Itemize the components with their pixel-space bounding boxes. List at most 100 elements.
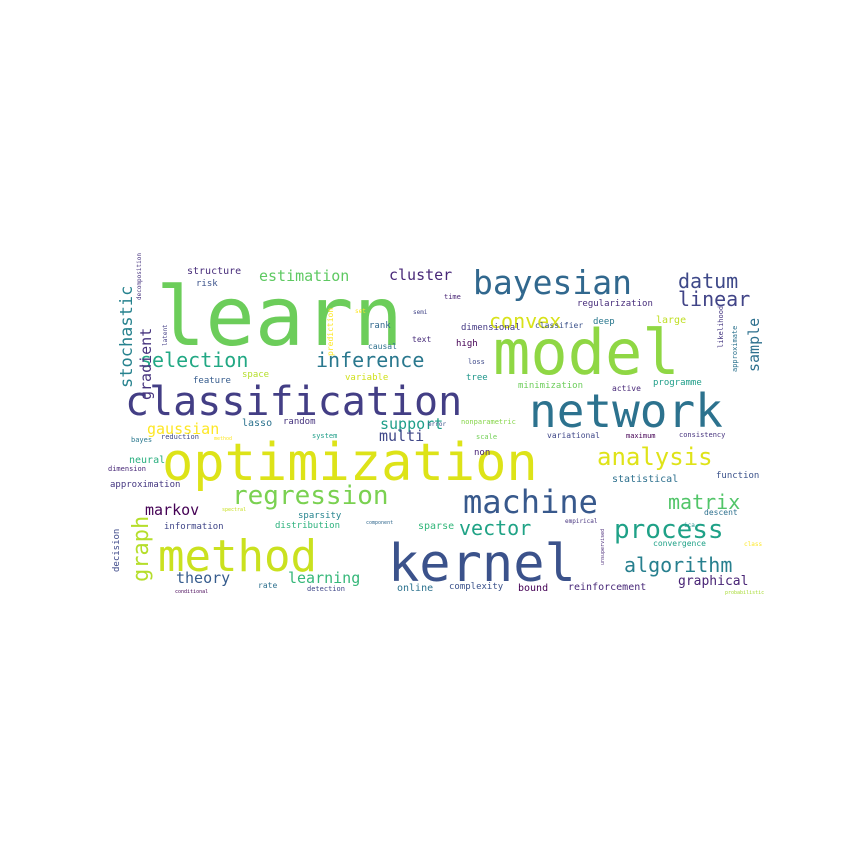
word-unsupervised: unsupervised [600, 529, 606, 565]
word-regularization: regularization [577, 299, 653, 309]
word-tree: tree [466, 373, 488, 383]
word-algorithm: algorithm [624, 553, 732, 577]
word-markov: markov [145, 501, 199, 519]
word-text: text [412, 335, 431, 344]
word-descent: descent [704, 508, 738, 517]
word-semi: semi [413, 309, 428, 316]
word-inference: inference [316, 348, 424, 372]
word-class: class [744, 541, 762, 548]
word-risk: risk [196, 279, 218, 289]
word-sparse: sparse [418, 521, 454, 532]
word-dimensional: dimensional [461, 323, 521, 333]
word-error: error [428, 421, 446, 428]
word-bayes: bayes [131, 436, 152, 444]
word-probabilistic: probabilistic [725, 590, 764, 596]
word-ica: ica [684, 522, 695, 529]
word-non: non [474, 448, 490, 458]
word-latent: latent [162, 324, 169, 346]
word-learning: learning [288, 569, 360, 587]
word-method: method [158, 531, 317, 582]
word-bound: bound [518, 583, 548, 594]
word-consistency: consistency [679, 431, 725, 439]
word-approximation: approximation [110, 480, 180, 490]
word-statistical: statistical [612, 474, 678, 485]
word-multi: multi [379, 427, 424, 445]
word-learn: learn [156, 270, 403, 365]
word-large: large [656, 315, 686, 326]
word-model: model [493, 316, 680, 389]
word-bayesian: bayesian [473, 263, 632, 302]
word-function: function [716, 471, 759, 481]
word-lasso: lasso [242, 418, 272, 429]
word-empirical: empirical [565, 518, 598, 525]
word-nonparametric: nonparametric [461, 418, 516, 426]
word-theory: theory [176, 569, 230, 587]
word-random: random [283, 417, 316, 427]
word-reduction: reduction [161, 433, 199, 441]
word-dimension: dimension [108, 465, 146, 473]
word-optimization: optimization [162, 433, 538, 493]
word-detection: detection [307, 585, 345, 593]
word-network: network [529, 384, 723, 438]
word-active: active [612, 384, 641, 393]
word-decision: decision [112, 529, 122, 572]
word-linear: linear [678, 287, 750, 311]
word-causal: causal [368, 342, 397, 351]
word-maximum: maximum [626, 432, 656, 440]
word-datum: datum [678, 269, 738, 293]
word-gradient: gradient [137, 328, 155, 400]
word-variable: variable [345, 373, 388, 383]
word-rank: rank [369, 321, 391, 331]
word-kernel: kernel [388, 534, 576, 594]
word-scale: scale [476, 433, 497, 441]
word-component: component [366, 520, 393, 526]
word-support: support [380, 415, 443, 433]
word-machine: machine [463, 483, 598, 521]
word-method: method [214, 436, 232, 442]
word-neural: neural [129, 455, 165, 466]
word-likelihood: likelihood [717, 306, 725, 348]
word-estimation: estimation [259, 267, 349, 285]
word-rate: rate [258, 581, 277, 590]
word-space: space [242, 370, 269, 380]
word-conditional: conditional [175, 589, 208, 595]
word-system: system [312, 432, 337, 440]
word-vector: vector [459, 516, 531, 540]
word-high: high [456, 339, 478, 349]
word-spectral: spectral [222, 507, 246, 513]
word-minimization: minimization [518, 381, 583, 391]
word-deep: deep [593, 317, 615, 327]
word-information: information [164, 522, 224, 532]
word-classification: classification [125, 379, 462, 425]
word-analysis: analysis [597, 443, 713, 471]
word-graph: graph [129, 516, 154, 582]
word-regression: regression [232, 481, 389, 511]
word-online: online [397, 583, 433, 594]
word-reinforcement: reinforcement [568, 582, 646, 593]
word-distribution: distribution [275, 521, 340, 531]
word-variational: variational [547, 431, 600, 440]
word-convex: convex [489, 309, 561, 333]
word-programme: programme [653, 378, 702, 388]
word-process: process [614, 515, 724, 545]
word-classifier: classifier [535, 321, 583, 330]
word-matrix: matrix [668, 490, 740, 514]
word-cluster: cluster [389, 266, 452, 284]
word-time: time [444, 293, 461, 301]
word-set: set [355, 308, 366, 315]
word-complexity: complexity [449, 582, 504, 592]
word-structure: structure [187, 266, 241, 277]
word-selection: selection [140, 348, 248, 372]
word-graphical: graphical [678, 574, 748, 589]
word-stochastic: stochastic [117, 286, 137, 388]
word-decomposition: decomposition [136, 253, 143, 300]
word-sparsity: sparsity [298, 511, 342, 521]
word-gaussian: gaussian [147, 420, 219, 438]
word-feature: feature [193, 376, 231, 386]
word-approximate: approximate [731, 326, 739, 372]
word-loss: loss [468, 358, 485, 366]
word-convergence: convergence [653, 539, 706, 548]
word-sample: sample [745, 318, 763, 372]
